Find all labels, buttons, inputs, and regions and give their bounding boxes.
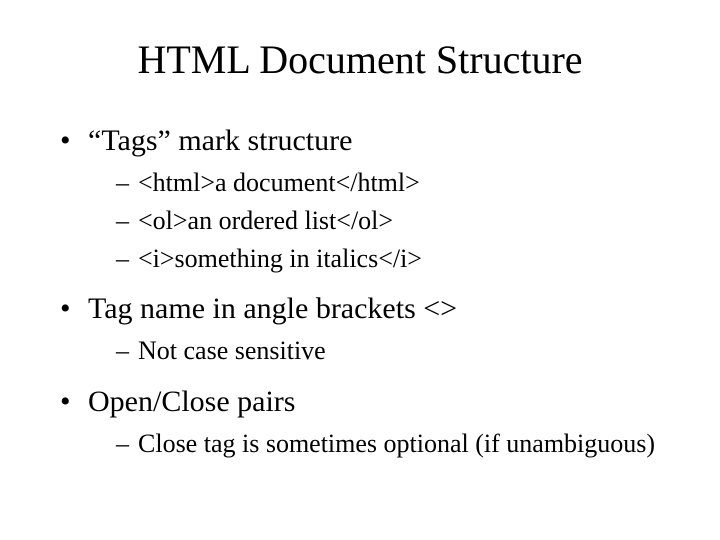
sub-bullet-item: Not case sensitive [116,334,672,368]
bullet-text: Tag name in angle brackets <> [88,292,457,325]
sub-bullet-list: Close tag is sometimes optional (if unam… [88,427,672,461]
slide-title: HTML Document Structure [48,36,672,83]
sub-bullet-item: Close tag is sometimes optional (if unam… [116,427,672,461]
sub-bullet-item: <html>a document</html> [116,166,672,200]
bullet-text: Open/Close pairs [88,385,295,418]
bullet-list: “Tags” mark structure <html>a document</… [48,121,672,461]
sub-bullet-list: <html>a document</html> <ol>an ordered l… [88,166,672,275]
sub-bullet-item: <i>something in italics</i> [116,242,672,276]
bullet-item: “Tags” mark structure <html>a document</… [60,121,672,275]
sub-bullet-list: Not case sensitive [88,334,672,368]
sub-bullet-item: <ol>an ordered list</ol> [116,204,672,238]
bullet-text: “Tags” mark structure [88,124,352,157]
slide: HTML Document Structure “Tags” mark stru… [0,0,720,540]
bullet-item: Tag name in angle brackets <> Not case s… [60,289,672,368]
bullet-item: Open/Close pairs Close tag is sometimes … [60,382,672,461]
